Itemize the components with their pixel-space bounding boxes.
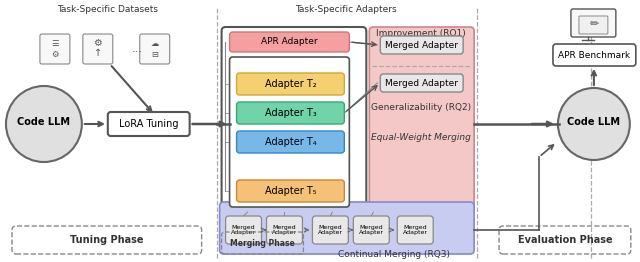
Text: Code LLM: Code LLM bbox=[17, 117, 70, 127]
Text: Equal-Weight Merging: Equal-Weight Merging bbox=[371, 133, 471, 141]
FancyBboxPatch shape bbox=[237, 73, 344, 95]
Text: Task-Specific Datasets: Task-Specific Datasets bbox=[58, 5, 158, 14]
Circle shape bbox=[558, 88, 630, 160]
Text: ✏: ✏ bbox=[589, 19, 598, 29]
Text: Task-Specific Adapters: Task-Specific Adapters bbox=[296, 5, 397, 14]
FancyBboxPatch shape bbox=[225, 216, 262, 244]
FancyBboxPatch shape bbox=[83, 34, 113, 64]
FancyBboxPatch shape bbox=[237, 180, 344, 202]
FancyBboxPatch shape bbox=[230, 57, 349, 207]
Text: APR Adapter: APR Adapter bbox=[261, 37, 318, 46]
Text: Merged
Adapter: Merged Adapter bbox=[359, 225, 384, 235]
FancyBboxPatch shape bbox=[312, 216, 348, 244]
Text: Merging Phase: Merging Phase bbox=[230, 238, 295, 248]
FancyBboxPatch shape bbox=[266, 216, 303, 244]
FancyBboxPatch shape bbox=[380, 36, 463, 54]
Text: Adapter T₄: Adapter T₄ bbox=[265, 137, 316, 147]
Text: ☰
⚙: ☰ ⚙ bbox=[51, 39, 59, 59]
FancyBboxPatch shape bbox=[221, 27, 366, 212]
Circle shape bbox=[6, 86, 82, 162]
Text: ⚙
↑: ⚙ ↑ bbox=[93, 38, 102, 58]
Text: Tuning Phase: Tuning Phase bbox=[70, 235, 143, 245]
Text: Adapter T₂: Adapter T₂ bbox=[265, 79, 316, 89]
Text: Merged
Adapter: Merged Adapter bbox=[318, 225, 343, 235]
Text: Improvement (RQ1): Improvement (RQ1) bbox=[376, 30, 466, 39]
FancyBboxPatch shape bbox=[237, 131, 344, 153]
Text: Adapter T₃: Adapter T₃ bbox=[264, 108, 316, 118]
FancyBboxPatch shape bbox=[571, 9, 616, 37]
Text: Merged Adapter: Merged Adapter bbox=[385, 41, 458, 50]
Text: ☁
⊟: ☁ ⊟ bbox=[150, 39, 159, 59]
FancyBboxPatch shape bbox=[108, 112, 189, 136]
Text: Code LLM: Code LLM bbox=[568, 117, 620, 127]
Text: APR Benchmark: APR Benchmark bbox=[558, 51, 630, 59]
Text: Merged Adapter: Merged Adapter bbox=[385, 79, 458, 88]
FancyBboxPatch shape bbox=[230, 32, 349, 52]
FancyBboxPatch shape bbox=[397, 216, 433, 244]
FancyBboxPatch shape bbox=[369, 27, 474, 212]
Text: LoRA Tuning: LoRA Tuning bbox=[119, 119, 179, 129]
Text: Generalizability (RQ2): Generalizability (RQ2) bbox=[371, 102, 471, 112]
FancyBboxPatch shape bbox=[40, 34, 70, 64]
FancyBboxPatch shape bbox=[220, 202, 474, 254]
Text: ...: ... bbox=[131, 44, 142, 54]
Text: Evaluation Phase: Evaluation Phase bbox=[518, 235, 612, 245]
FancyBboxPatch shape bbox=[353, 216, 389, 244]
FancyBboxPatch shape bbox=[380, 74, 463, 92]
Text: Merged
Adapter: Merged Adapter bbox=[272, 225, 297, 235]
FancyBboxPatch shape bbox=[237, 102, 344, 124]
FancyBboxPatch shape bbox=[579, 16, 608, 34]
Text: Merged
Adapter: Merged Adapter bbox=[403, 225, 428, 235]
Text: Continual Merging (RQ3): Continual Merging (RQ3) bbox=[339, 250, 451, 259]
Text: Adapter T₅: Adapter T₅ bbox=[265, 186, 316, 196]
FancyBboxPatch shape bbox=[553, 44, 636, 66]
Text: Merged
Adapter: Merged Adapter bbox=[231, 225, 256, 235]
FancyBboxPatch shape bbox=[140, 34, 170, 64]
